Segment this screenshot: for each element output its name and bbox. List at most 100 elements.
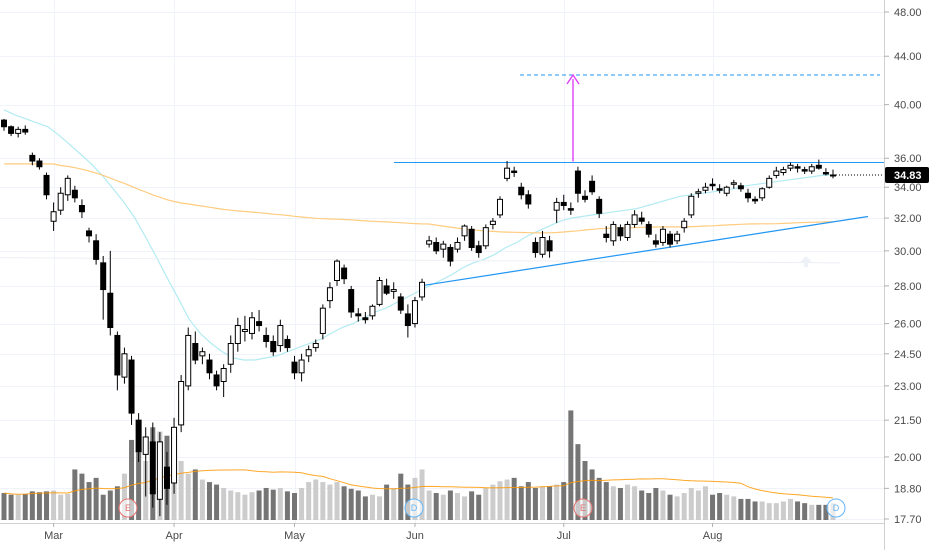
event-marker-dividend[interactable]: D [404,498,424,518]
volume-bar [816,504,822,520]
volume-bar [681,493,687,520]
candle-body [71,189,78,199]
candle [440,240,447,258]
candle [43,172,50,200]
candle [808,163,815,174]
volume-bar [582,461,588,520]
volume-bar [738,498,744,520]
volume-bar [795,501,801,520]
volume-bar [731,496,737,520]
candle-body [454,241,461,250]
candle [624,221,631,241]
candle [475,240,482,258]
volume-bar [36,492,42,520]
candle-body [532,241,539,254]
ma-short-line [3,109,834,361]
candle-body [518,186,525,196]
volume-bar [29,491,35,520]
candle-body [369,305,376,317]
candlesticks [1,118,836,517]
candle [312,339,319,352]
candle-body [50,211,57,222]
event-marker-earnings[interactable]: E [573,498,593,518]
candle-body [801,169,808,172]
trend-lines[interactable] [394,73,884,287]
candle [787,162,794,172]
month-label: Aug [703,530,723,542]
volume-bar [780,501,786,520]
volume-bar [320,482,326,520]
candle-body [43,174,50,196]
candle-body [419,281,426,298]
candle-body [298,359,305,374]
candle-body [759,188,766,199]
volume-bar [469,491,475,520]
volume-bar [214,484,220,520]
candle-body [709,183,716,187]
event-marker-dividend[interactable]: D [826,498,846,518]
candle-body [156,441,163,500]
volume-bar [603,482,609,520]
volume-bar [136,452,142,520]
price-tick-label: 36.00 [894,153,922,165]
volume-bar [178,461,184,520]
volume-bar [249,492,255,520]
candle [149,422,156,508]
volume-bar [206,482,212,520]
moving-averages [0,109,841,361]
candle [532,237,539,258]
candle [426,235,433,248]
event-marker-earnings[interactable]: E [118,498,138,518]
candle-body [248,317,255,334]
candle [411,296,418,328]
volume-bar [58,494,64,520]
volume-bar [256,490,262,520]
volume-bar [745,498,751,520]
candle-body [305,349,312,357]
candle [496,196,503,219]
candle-body [773,170,780,176]
candle [744,188,751,203]
volume-bar [398,473,404,520]
target-arrow-head [566,73,580,85]
candle [199,347,206,365]
candle-body [808,166,815,172]
price-axis[interactable]: 48.00 44.00 40.00 36.00 34.00 32.00 30.00 28.00… [884,7,922,526]
candle-body [645,223,652,235]
candle [695,188,702,198]
candle-body [121,353,128,378]
last-price-box [885,166,929,183]
volume-bar [228,490,234,520]
candle-body [582,195,589,200]
time-axis[interactable]: Mar Apr May Jun Jul Aug [44,523,722,542]
volume-bar [129,439,135,520]
candle [645,221,652,238]
candle [766,175,773,189]
volume-bar [440,494,446,520]
candle-body [815,164,822,169]
candle [142,427,149,497]
candle-body [107,292,114,329]
candle-body [241,328,248,332]
volume-bar [391,487,397,520]
volume-bar [107,490,113,520]
candle-body [326,287,333,302]
candle [15,126,22,138]
volume-ma-line [3,469,834,499]
candle-body [681,220,688,229]
candle-body [22,128,29,133]
candle [525,190,532,209]
volume-bar [454,493,460,520]
candle-body [270,340,277,353]
candle-body [780,169,787,174]
price-tick-label: 48.00 [894,7,922,19]
volume-bar [121,473,127,520]
candle-body [213,374,220,387]
candle-body [185,334,192,387]
volume-bar [44,491,50,520]
candle [752,196,759,204]
volume-bar [299,487,305,520]
candle-body [135,419,142,453]
